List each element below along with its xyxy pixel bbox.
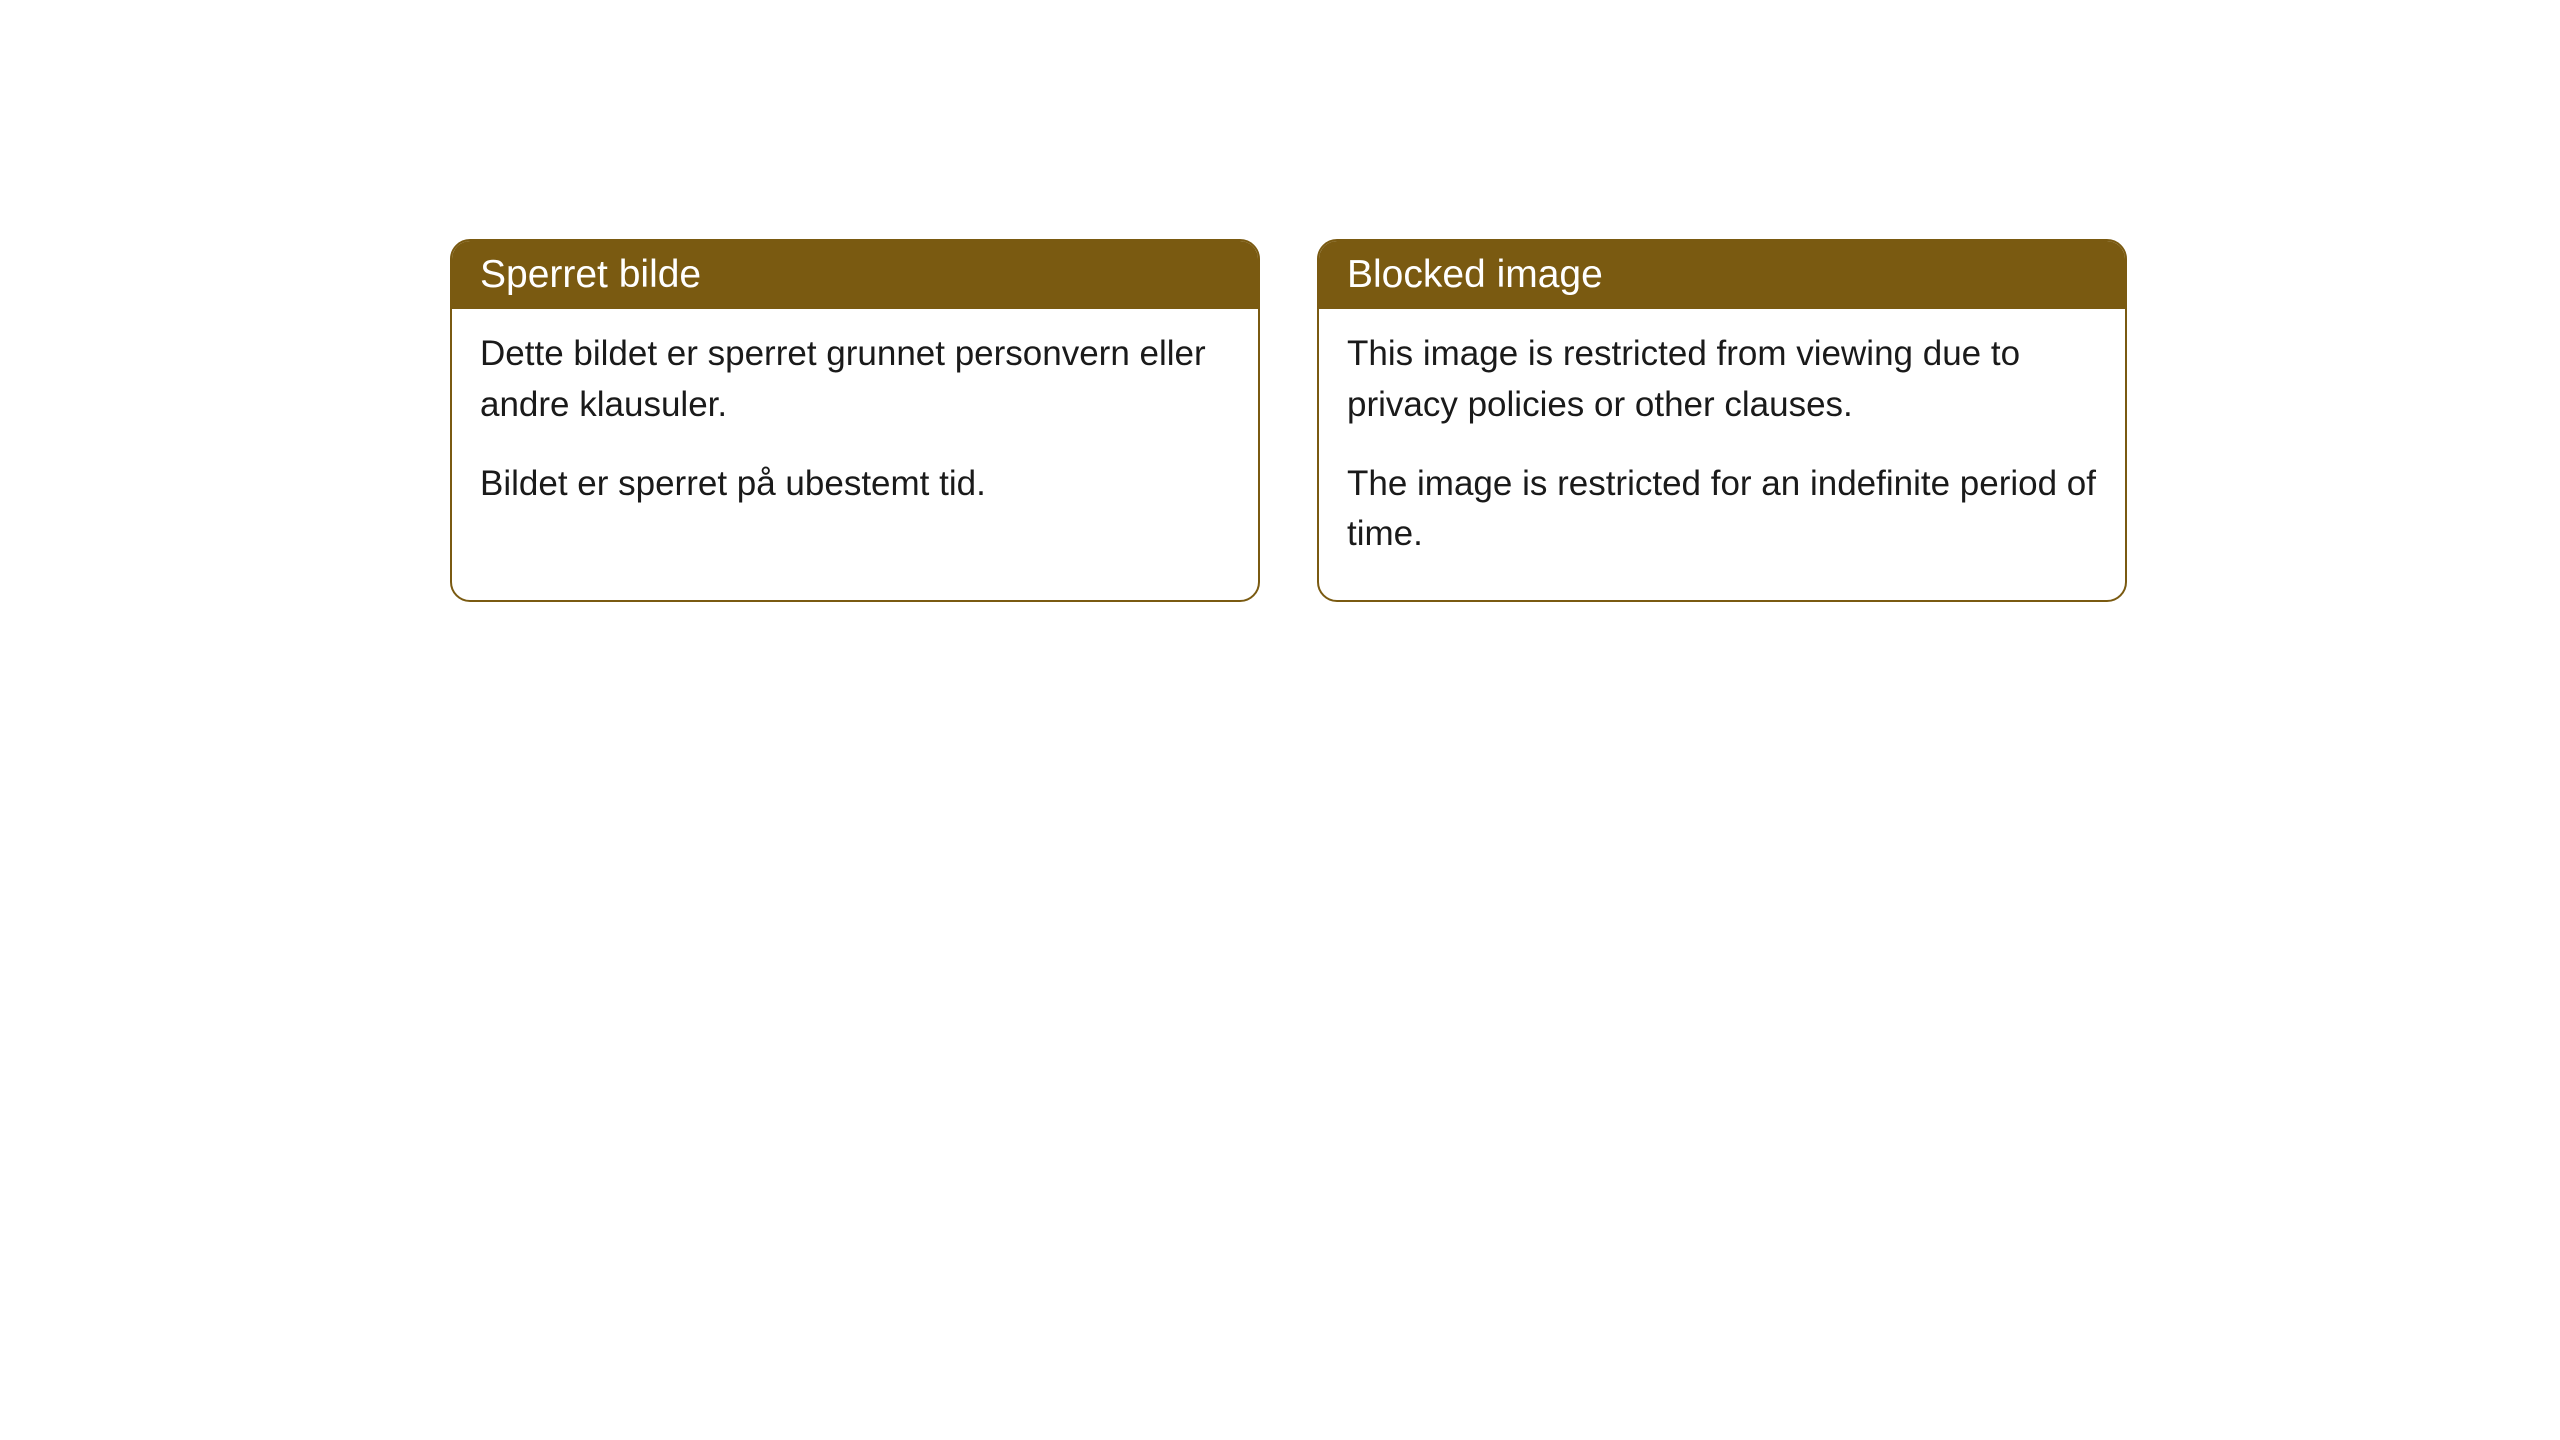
card-body: This image is restricted from viewing du… bbox=[1319, 309, 2125, 600]
card-paragraph: Bildet er sperret på ubestemt tid. bbox=[480, 459, 1230, 510]
card-body: Dette bildet er sperret grunnet personve… bbox=[452, 309, 1258, 549]
notice-card-english: Blocked image This image is restricted f… bbox=[1317, 239, 2127, 602]
card-header: Blocked image bbox=[1319, 241, 2125, 309]
card-paragraph: The image is restricted for an indefinit… bbox=[1347, 459, 2097, 561]
card-header: Sperret bilde bbox=[452, 241, 1258, 309]
notice-cards-container: Sperret bilde Dette bildet er sperret gr… bbox=[450, 239, 2127, 602]
card-title: Blocked image bbox=[1347, 253, 1603, 296]
card-title: Sperret bilde bbox=[480, 253, 701, 296]
card-paragraph: Dette bildet er sperret grunnet personve… bbox=[480, 329, 1230, 431]
card-paragraph: This image is restricted from viewing du… bbox=[1347, 329, 2097, 431]
notice-card-norwegian: Sperret bilde Dette bildet er sperret gr… bbox=[450, 239, 1260, 602]
